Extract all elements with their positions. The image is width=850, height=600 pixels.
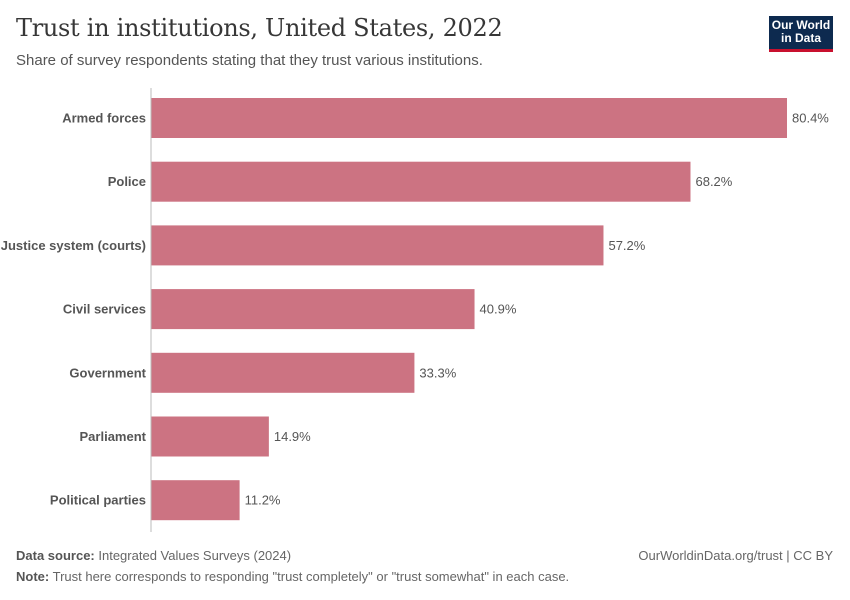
category-label: Civil services xyxy=(63,302,146,317)
value-label: 33.3% xyxy=(419,365,456,380)
bar-chart: Armed forces 80.4% Police 68.2% Justice syst… xyxy=(1,88,829,532)
owid-logo[interactable]: Our World in Data xyxy=(769,16,833,52)
category-label: Police xyxy=(108,174,146,189)
source-text[interactable]: Integrated Values Surveys (2024) xyxy=(98,548,292,563)
note-label: Note: xyxy=(16,569,50,584)
bar[interactable] xyxy=(151,161,691,202)
logo-line-2: in Data xyxy=(780,31,821,45)
bar[interactable] xyxy=(151,352,415,393)
value-label: 57.2% xyxy=(608,238,645,253)
value-label: 14.9% xyxy=(274,429,311,444)
category-label: Parliament xyxy=(80,429,147,444)
value-label: 68.2% xyxy=(695,174,732,189)
value-label: 80.4% xyxy=(792,111,829,126)
category-label: Government xyxy=(69,365,146,380)
bar[interactable] xyxy=(151,289,475,330)
data-source: Data source: Integrated Values Surveys (… xyxy=(16,548,291,563)
category-label: Armed forces xyxy=(62,111,146,126)
bar[interactable] xyxy=(151,225,604,266)
note: Note: Trust here corresponds to respondi… xyxy=(16,569,569,584)
note-text: Trust here corresponds to responding "tr… xyxy=(52,569,570,584)
bar[interactable] xyxy=(151,98,787,138)
value-label: 11.2% xyxy=(245,493,281,508)
category-label: Political parties xyxy=(50,493,146,508)
chart-subtitle: Share of survey respondents stating that… xyxy=(16,52,483,69)
bar[interactable] xyxy=(151,416,269,457)
value-label: 40.9% xyxy=(480,302,517,317)
category-label: Justice system (courts) xyxy=(1,238,146,253)
source-label: Data source: xyxy=(16,548,95,563)
source-url[interactable]: OurWorldinData.org/trust | CC BY xyxy=(638,548,833,563)
bar[interactable] xyxy=(151,480,240,521)
logo-line-1: Our World xyxy=(771,18,831,32)
chart-title: Trust in institutions, United States, 20… xyxy=(16,14,503,42)
